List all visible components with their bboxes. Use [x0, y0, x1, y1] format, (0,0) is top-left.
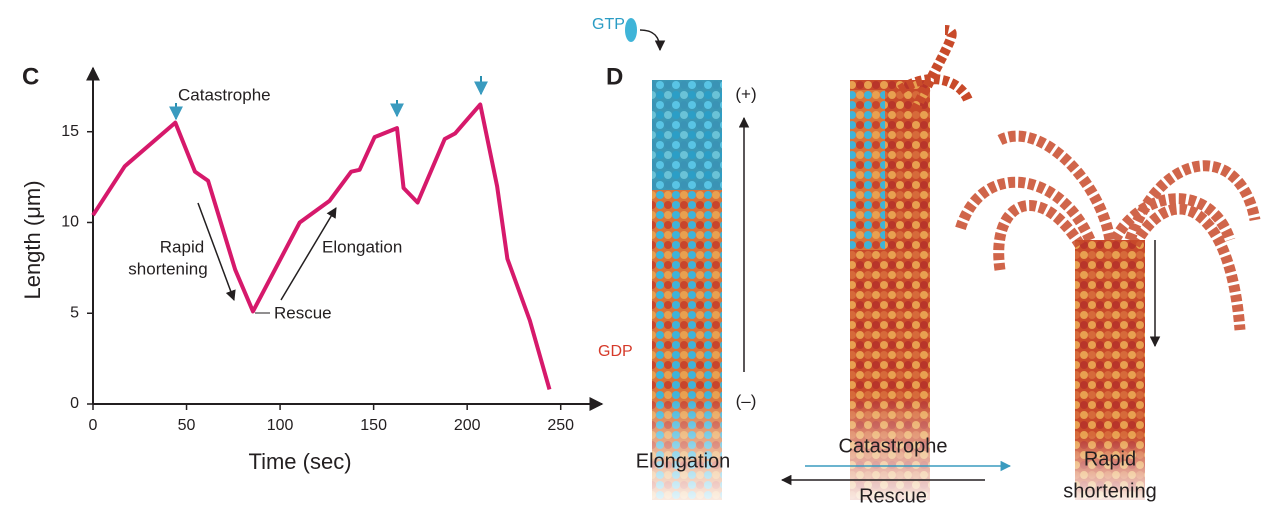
annotation: shortening — [128, 259, 207, 278]
rescue-label: Rescue — [859, 485, 927, 507]
panel-label: C — [22, 63, 39, 90]
y-axis-label: Length (μm) — [20, 180, 45, 299]
x-axis-label: Time (sec) — [248, 449, 351, 474]
y-tick-label: 5 — [70, 304, 79, 321]
y-tick-label: 10 — [61, 214, 79, 231]
plus-end-label: (+) — [735, 84, 756, 103]
fade — [652, 80, 722, 500]
x-tick-label: 150 — [360, 417, 387, 434]
minus-end-label: (–) — [736, 391, 757, 410]
gtp-dimer — [625, 18, 637, 42]
figure: C Time (sec) Length (μm) Catastrophe Rap… — [0, 0, 1269, 509]
x-tick-label: 200 — [454, 417, 481, 434]
rapid-shortening-label: Rapid — [1084, 448, 1136, 470]
x-tick-label: 50 — [178, 417, 196, 434]
x-tick-label: 0 — [89, 417, 98, 434]
elongation-label: Elongation — [636, 450, 731, 472]
annotation: Elongation — [322, 237, 402, 256]
gdp-label: GDP — [598, 343, 633, 360]
catastrophe-label: Catastrophe — [839, 435, 948, 457]
annotation: Rescue — [274, 303, 332, 322]
rapid-shortening-label: shortening — [1063, 480, 1156, 502]
x-tick-label: 100 — [267, 417, 294, 434]
y-tick-label: 15 — [61, 123, 79, 140]
annotation: Catastrophe — [178, 85, 271, 104]
illustration — [625, 18, 1255, 500]
panel-label: D — [606, 63, 623, 90]
annotation: Rapid — [160, 237, 204, 256]
y-tick-label: 0 — [70, 395, 79, 412]
gtp-label: GTP — [592, 16, 625, 33]
x-tick-label: 250 — [547, 417, 574, 434]
gtp-arrow — [640, 30, 660, 50]
